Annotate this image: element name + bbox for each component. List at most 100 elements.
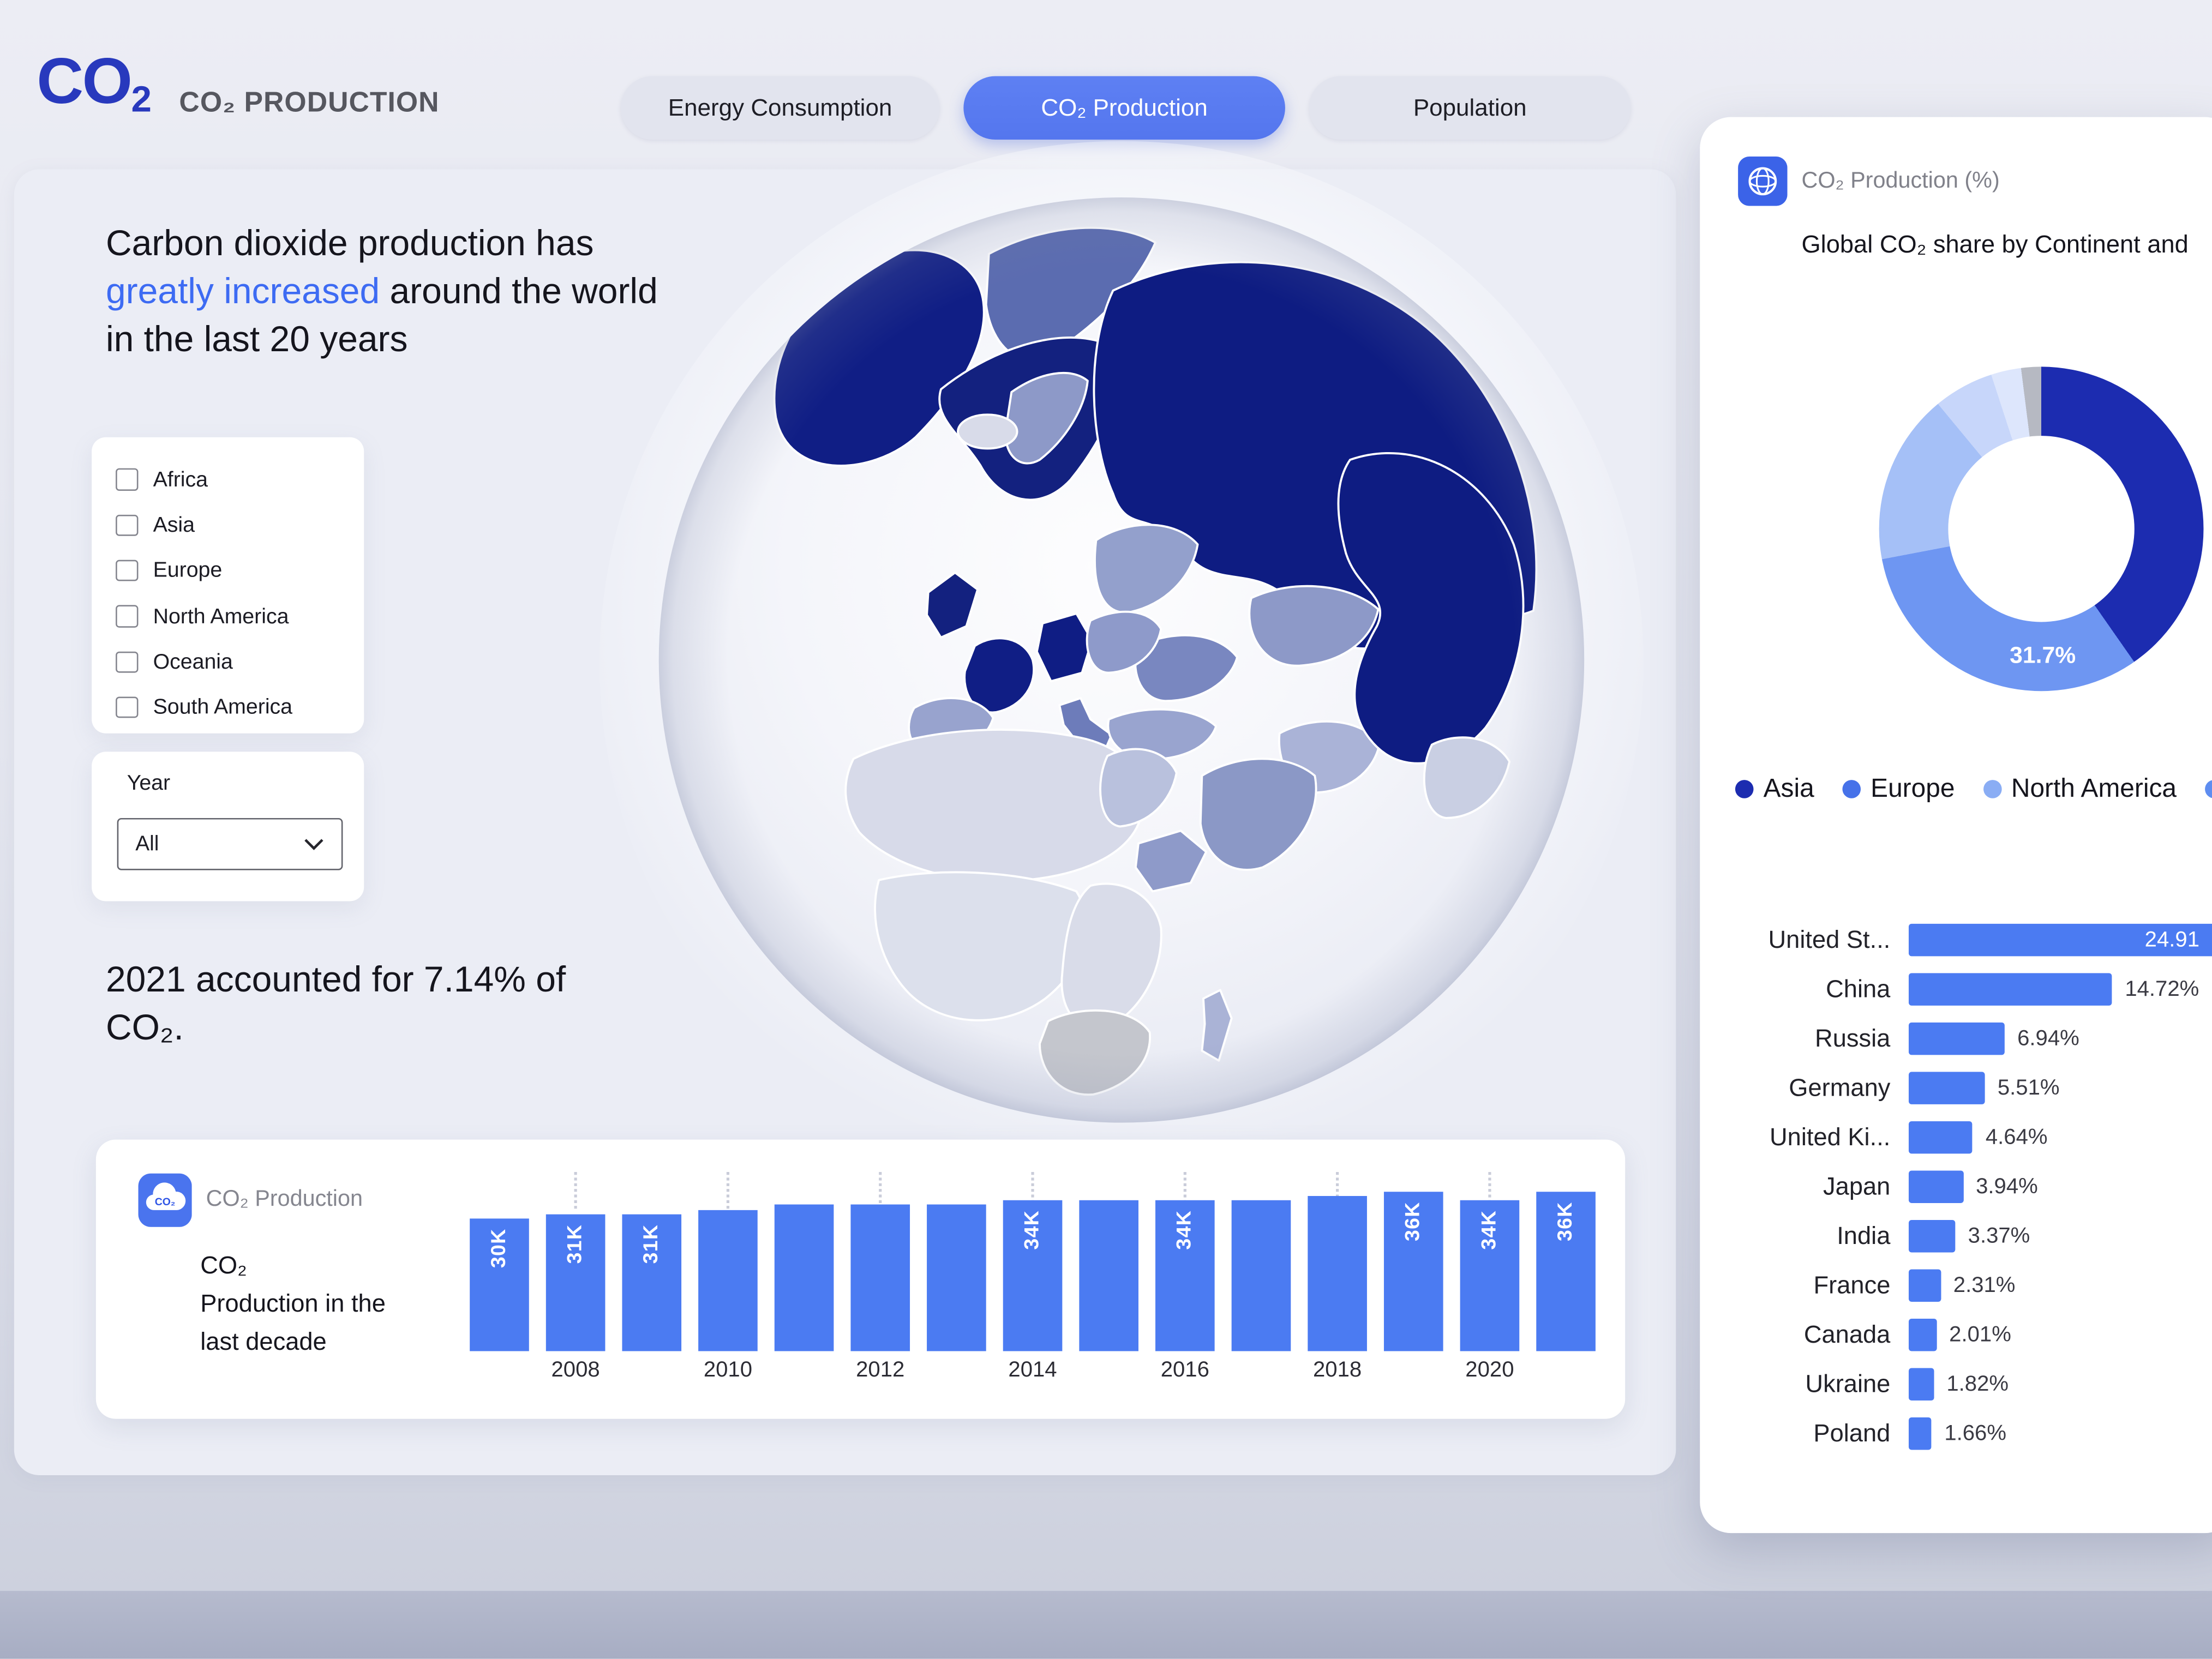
legend-item-europe[interactable]: Europe xyxy=(1842,773,1955,804)
legend-item-north-america[interactable]: North America xyxy=(1983,773,2177,804)
continent-checkbox-asia[interactable]: Asia xyxy=(92,502,364,548)
country-row-poland: Poland 1.66% xyxy=(1710,1409,2212,1459)
country-bar[interactable]: 24.91 xyxy=(1908,923,2212,957)
country-value: 1.82% xyxy=(1946,1371,2009,1396)
legend-dot xyxy=(1983,779,2001,798)
bar-2008[interactable]: 31K xyxy=(545,1213,606,1351)
legend-item-asia[interactable]: Asia xyxy=(1735,773,1814,804)
chevron-down-icon xyxy=(304,839,323,850)
tab-co2-production[interactable]: CO₂ Production xyxy=(963,76,1285,140)
legend-dot xyxy=(2204,779,2212,798)
panel-source-label: CO₂ Production (%) xyxy=(1801,169,2000,194)
checkbox-icon[interactable] xyxy=(116,696,138,719)
continent-checkbox-oceania[interactable]: Oceania xyxy=(92,639,364,685)
decade-chart-source: CO₂ Production xyxy=(206,1187,363,1212)
legend-dot xyxy=(1842,779,1861,798)
continent-checkbox-africa[interactable]: Africa xyxy=(92,457,364,503)
country-bar[interactable] xyxy=(1908,1022,2005,1055)
bar-value-label: 34K xyxy=(1478,1210,1501,1251)
year-filter-label: Year xyxy=(127,771,171,796)
logo-subscript: 2 xyxy=(131,77,152,120)
headline-part2: around the world in the last 20 years xyxy=(105,272,658,360)
year-filter: Year All xyxy=(92,752,364,901)
gridline-stub xyxy=(574,1172,577,1209)
country-value: 6.94% xyxy=(2017,1026,2079,1050)
country-label: United St... xyxy=(1768,925,1891,954)
bar-2019[interactable]: 36K xyxy=(1383,1192,1443,1351)
country-value: 3.94% xyxy=(1976,1174,2038,1198)
headline: Carbon dioxide production has greatly in… xyxy=(106,220,659,364)
country-bar[interactable] xyxy=(1908,1170,1963,1203)
globe-choropleth-map[interactable] xyxy=(642,181,1602,1140)
country-row-china: China 14.72% xyxy=(1710,965,2212,1014)
bar-2007[interactable]: 30K xyxy=(470,1218,529,1351)
checkbox-label: Oceania xyxy=(153,650,233,674)
year-dropdown[interactable]: All xyxy=(117,818,343,870)
tab-energy-consumption[interactable]: Energy Consumption xyxy=(620,76,940,140)
country-value: 2.01% xyxy=(1949,1322,2011,1347)
bar-value-label: 31K xyxy=(564,1223,587,1264)
bar-2020[interactable]: 34K xyxy=(1460,1200,1520,1351)
legend-label: Europe xyxy=(1871,773,1955,803)
country-row-ukraine: Ukraine 1.82% xyxy=(1710,1360,2212,1409)
bar-2017[interactable] xyxy=(1231,1200,1291,1351)
country-value: 4.64% xyxy=(1985,1125,2048,1149)
legend-item-clipped[interactable] xyxy=(2204,779,2212,798)
checkbox-icon[interactable] xyxy=(116,605,138,628)
x-tick-2016: 2016 xyxy=(1160,1358,1209,1382)
country-value: 14.72% xyxy=(2125,976,2199,1001)
continent-donut-chart[interactable] xyxy=(1879,366,2204,692)
continent-filter: Africa Asia Europe North America Oceania… xyxy=(92,437,364,734)
checkbox-icon[interactable] xyxy=(116,468,138,491)
x-tick-2008: 2008 xyxy=(551,1358,600,1382)
bar-value-label: 34K xyxy=(1173,1210,1197,1251)
x-tick-2018: 2018 xyxy=(1313,1358,1362,1382)
country-bar[interactable] xyxy=(1908,1121,1973,1154)
bar-value-label: 30K xyxy=(488,1228,511,1268)
panel-title: Global CO₂ share by Continent and xyxy=(1801,230,2189,259)
country-value: 24.91 xyxy=(2144,927,2200,952)
bar-2016[interactable]: 34K xyxy=(1155,1200,1215,1351)
country-bar[interactable] xyxy=(1908,1219,1956,1253)
country-label: China xyxy=(1826,974,1891,1003)
country-bar[interactable] xyxy=(1908,1072,1985,1104)
country-bar[interactable] xyxy=(1908,1368,1934,1400)
country-row-united-states: United St... 24.91 xyxy=(1710,915,2212,965)
bar-2021[interactable]: 36K xyxy=(1536,1192,1596,1351)
app-logo: CO 2 xyxy=(37,48,152,117)
country-bar[interactable] xyxy=(1908,1269,1941,1302)
legend-dot xyxy=(1735,779,1754,798)
donut-legend: Asia Europe North America xyxy=(1735,773,2212,804)
bar-2009[interactable]: 31K xyxy=(622,1213,682,1351)
country-row-japan: Japan 3.94% xyxy=(1710,1162,2212,1212)
country-bar[interactable] xyxy=(1908,973,2113,1006)
bar-2014[interactable]: 34K xyxy=(1003,1200,1063,1351)
bar-2013[interactable] xyxy=(927,1205,986,1351)
year-dropdown-value: All xyxy=(135,832,159,856)
tab-population[interactable]: Population xyxy=(1309,76,1631,140)
page-title: CO₂ PRODUCTION xyxy=(179,87,440,119)
checkbox-label: Africa xyxy=(153,467,208,492)
checkbox-icon[interactable] xyxy=(116,651,138,673)
country-bar[interactable] xyxy=(1908,1319,1937,1351)
country-value: 3.37% xyxy=(1968,1223,2030,1248)
continent-checkbox-europe[interactable]: Europe xyxy=(92,548,364,594)
country-row-germany: Germany 5.51% xyxy=(1710,1063,2212,1113)
continent-checkbox-north-america[interactable]: North America xyxy=(92,593,364,639)
gridline-stub xyxy=(1488,1172,1491,1209)
bar-2011[interactable] xyxy=(774,1205,834,1351)
country-bar[interactable] xyxy=(1908,1417,1932,1450)
bar-2012[interactable] xyxy=(850,1205,910,1351)
country-label: Ukraine xyxy=(1805,1369,1891,1398)
checkbox-label: Asia xyxy=(153,513,195,538)
bar-2015[interactable] xyxy=(1079,1200,1138,1351)
bar-2010[interactable] xyxy=(698,1209,758,1351)
co2-cloud-icon: CO₂ xyxy=(138,1173,192,1227)
country-row-canada: Canada 2.01% xyxy=(1710,1310,2212,1360)
legend-label: North America xyxy=(2011,773,2177,803)
checkbox-icon[interactable] xyxy=(116,514,138,537)
continent-checkbox-south-america[interactable]: South America xyxy=(92,685,364,731)
bar-2018[interactable] xyxy=(1308,1196,1367,1351)
checkbox-icon[interactable] xyxy=(116,560,138,582)
